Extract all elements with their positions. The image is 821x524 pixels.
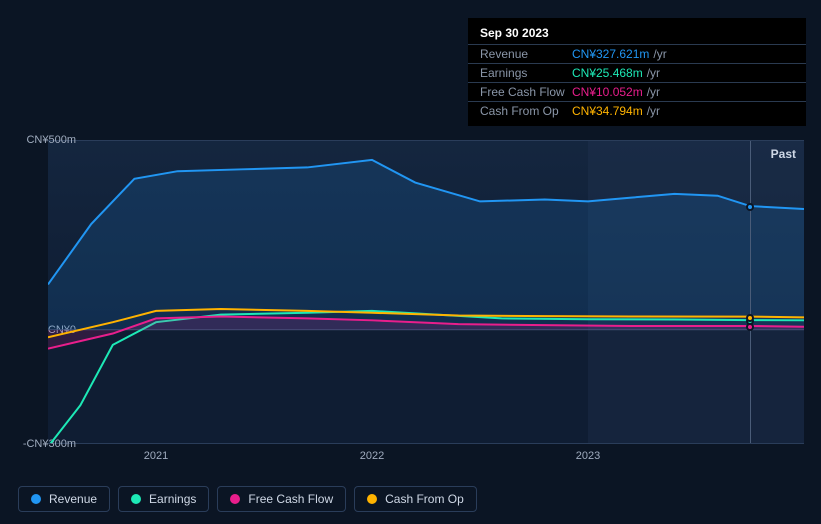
tooltip-metric-label: Cash From Op bbox=[480, 104, 572, 118]
tooltip-row: RevenueCN¥327.621m/yr bbox=[468, 44, 806, 63]
past-label: Past bbox=[771, 147, 796, 161]
chart-tooltip: Sep 30 2023 RevenueCN¥327.621m/yrEarning… bbox=[468, 18, 806, 126]
legend-label: Revenue bbox=[49, 492, 97, 506]
x-axis-label: 2023 bbox=[576, 450, 600, 462]
legend-label: Free Cash Flow bbox=[248, 492, 333, 506]
series-marker bbox=[746, 323, 754, 331]
tooltip-metric-value: CN¥34.794m bbox=[572, 104, 643, 118]
tooltip-metric-label: Earnings bbox=[480, 66, 572, 80]
legend-swatch-icon bbox=[230, 494, 240, 504]
legend-swatch-icon bbox=[367, 494, 377, 504]
tooltip-metric-unit: /yr bbox=[647, 104, 660, 118]
financials-chart[interactable]: Past CN¥500mCN¥0-CN¥300m202120222023 bbox=[18, 120, 804, 480]
x-axis-label: 2022 bbox=[360, 450, 384, 462]
tooltip-metric-label: Revenue bbox=[480, 47, 572, 61]
tooltip-metric-unit: /yr bbox=[647, 66, 660, 80]
tooltip-metric-value: CN¥10.052m bbox=[572, 85, 643, 99]
legend-label: Cash From Op bbox=[385, 492, 464, 506]
legend-swatch-icon bbox=[31, 494, 41, 504]
legend-item[interactable]: Revenue bbox=[18, 486, 110, 512]
crosshair bbox=[750, 141, 751, 443]
tooltip-row: Free Cash FlowCN¥10.052m/yr bbox=[468, 82, 806, 101]
tooltip-metric-unit: /yr bbox=[653, 47, 666, 61]
legend-item[interactable]: Free Cash Flow bbox=[217, 486, 346, 512]
tooltip-date: Sep 30 2023 bbox=[468, 24, 806, 44]
x-axis-label: 2021 bbox=[144, 450, 168, 462]
tooltip-metric-label: Free Cash Flow bbox=[480, 85, 572, 99]
legend: Revenue Earnings Free Cash Flow Cash From O… bbox=[18, 486, 477, 512]
tooltip-metric-value: CN¥327.621m bbox=[572, 47, 649, 61]
tooltip-row: Cash From OpCN¥34.794m/yr bbox=[468, 101, 806, 120]
legend-label: Earnings bbox=[149, 492, 196, 506]
tooltip-metric-unit: /yr bbox=[647, 85, 660, 99]
chart-lines bbox=[48, 141, 804, 443]
legend-item[interactable]: Cash From Op bbox=[354, 486, 477, 512]
legend-item[interactable]: Earnings bbox=[118, 486, 209, 512]
tooltip-row: EarningsCN¥25.468m/yr bbox=[468, 63, 806, 82]
series-marker bbox=[746, 314, 754, 322]
series-marker bbox=[746, 203, 754, 211]
legend-swatch-icon bbox=[131, 494, 141, 504]
tooltip-metric-value: CN¥25.468m bbox=[572, 66, 643, 80]
